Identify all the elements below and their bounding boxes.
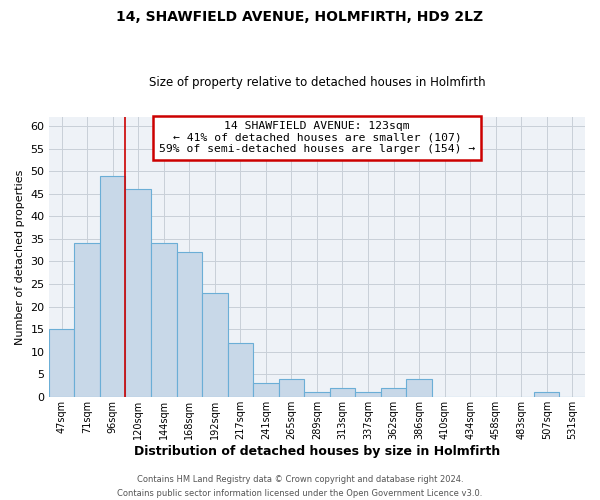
Bar [406, 378, 432, 397]
Bar [355, 392, 381, 397]
Text: 14, SHAWFIELD AVENUE, HOLMFIRTH, HD9 2LZ: 14, SHAWFIELD AVENUE, HOLMFIRTH, HD9 2LZ [116, 10, 484, 24]
Bar [176, 252, 202, 397]
Text: Contains HM Land Registry data © Crown copyright and database right 2024.
Contai: Contains HM Land Registry data © Crown c… [118, 476, 482, 498]
Text: 14 SHAWFIELD AVENUE: 123sqm
← 41% of detached houses are smaller (107)
59% of se: 14 SHAWFIELD AVENUE: 123sqm ← 41% of det… [159, 122, 475, 154]
Bar [278, 378, 304, 397]
Bar [100, 176, 125, 397]
Bar [125, 189, 151, 397]
X-axis label: Distribution of detached houses by size in Holmfirth: Distribution of detached houses by size … [134, 444, 500, 458]
Bar [227, 342, 253, 397]
Bar [253, 384, 278, 397]
Title: Size of property relative to detached houses in Holmfirth: Size of property relative to detached ho… [149, 76, 485, 90]
Y-axis label: Number of detached properties: Number of detached properties [15, 169, 25, 344]
Bar [304, 392, 329, 397]
Bar [151, 244, 176, 397]
Bar [534, 392, 559, 397]
Bar [49, 329, 74, 397]
Bar [74, 244, 100, 397]
Bar [202, 293, 227, 397]
Bar [329, 388, 355, 397]
Bar [381, 388, 406, 397]
